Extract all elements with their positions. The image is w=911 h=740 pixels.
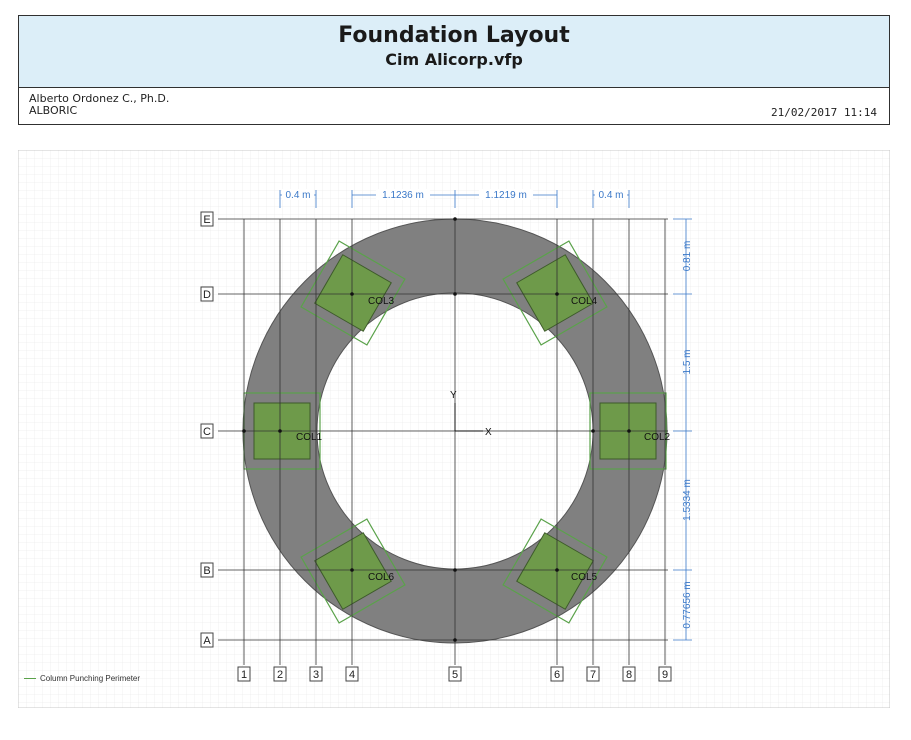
author-name: Alberto Ordonez C., Ph.D. — [29, 92, 170, 105]
row-labels: E D C B A — [200, 211, 214, 648]
report-datetime: 21/02/2017 11:14 — [771, 106, 877, 119]
company-name: ALBORIC — [29, 104, 78, 117]
column-label-col3: COL3 — [368, 296, 395, 307]
punching-perimeter-col6 — [300, 518, 406, 624]
dimension-label: 0.4 m — [598, 190, 623, 201]
legend: Column Punching Perimeter — [24, 674, 140, 683]
title-block: Foundation Layout Cim Alicorp.vfp — [18, 15, 890, 88]
dimension-label: 1.5 m — [682, 349, 693, 374]
axis-label-y: Y — [450, 390, 457, 401]
grid-col-label: 9 — [662, 669, 668, 681]
column-col5 — [516, 532, 594, 610]
column-label-col5: COL5 — [571, 572, 598, 583]
grid-col-label: 2 — [277, 669, 283, 681]
dimension-label: 1.1219 m — [485, 190, 527, 201]
grid-col-label: 4 — [349, 669, 355, 681]
grid-row-label: B — [203, 565, 210, 577]
column-col4 — [516, 254, 594, 332]
punching-perimeter-col4 — [502, 240, 608, 346]
top-dimension-labels: 0.4 m 1.1236 m 1.1219 m 0.4 m — [282, 189, 627, 201]
dimension-label: 0.4 m — [285, 190, 310, 201]
grid-col-label: 3 — [313, 669, 319, 681]
grid-row-label: E — [203, 214, 210, 226]
grid-col-label: 6 — [554, 669, 560, 681]
column-labels: COL1 COL2 COL3 COL4 COL5 COL6 — [296, 296, 671, 583]
dimension-label: 0.81 m — [682, 241, 693, 272]
grid-col-label: 8 — [626, 669, 632, 681]
dimension-label: 1.1236 m — [382, 190, 424, 201]
author-info: Alberto Ordonez C., Ph.D. ALBORIC — [29, 93, 169, 117]
file-name: Cim Alicorp.vfp — [385, 50, 523, 69]
grid-row-label: D — [203, 289, 211, 301]
column-grid-labels: 1 2 3 4 5 6 7 8 9 — [237, 666, 672, 682]
dimension-label: 1.5334 m — [682, 479, 693, 521]
node-points — [242, 217, 631, 642]
column-label-col6: COL6 — [368, 572, 395, 583]
foundation-drawing[interactable]: E D C B A 1 2 3 4 5 6 7 8 — [18, 150, 890, 708]
grid-col-label: 5 — [452, 669, 458, 681]
axis-label-x: X — [485, 427, 492, 438]
column-label-col1: COL1 — [296, 432, 323, 443]
column-label-col2: COL2 — [644, 432, 671, 443]
grid-col-label: 7 — [590, 669, 596, 681]
grid-row-label: C — [203, 426, 211, 438]
report-title: Foundation Layout — [338, 23, 570, 48]
grid-col-label: 1 — [241, 669, 247, 681]
column-label-col4: COL4 — [571, 296, 598, 307]
origin-axes — [454, 403, 483, 432]
right-dimensions — [673, 218, 692, 641]
legend-swatch — [24, 678, 36, 680]
info-block: Alberto Ordonez C., Ph.D. ALBORIC 21/02/… — [18, 88, 890, 125]
right-dimension-labels: 0.81 m 1.5 m 1.5334 m 0.77656 m — [682, 241, 693, 629]
punching-perimeter-col5 — [502, 518, 608, 624]
grid-row-label: A — [203, 635, 211, 647]
legend-label: Column Punching Perimeter — [40, 674, 141, 683]
punching-perimeter-col3 — [300, 240, 406, 346]
dimension-label: 0.77656 m — [682, 581, 693, 628]
